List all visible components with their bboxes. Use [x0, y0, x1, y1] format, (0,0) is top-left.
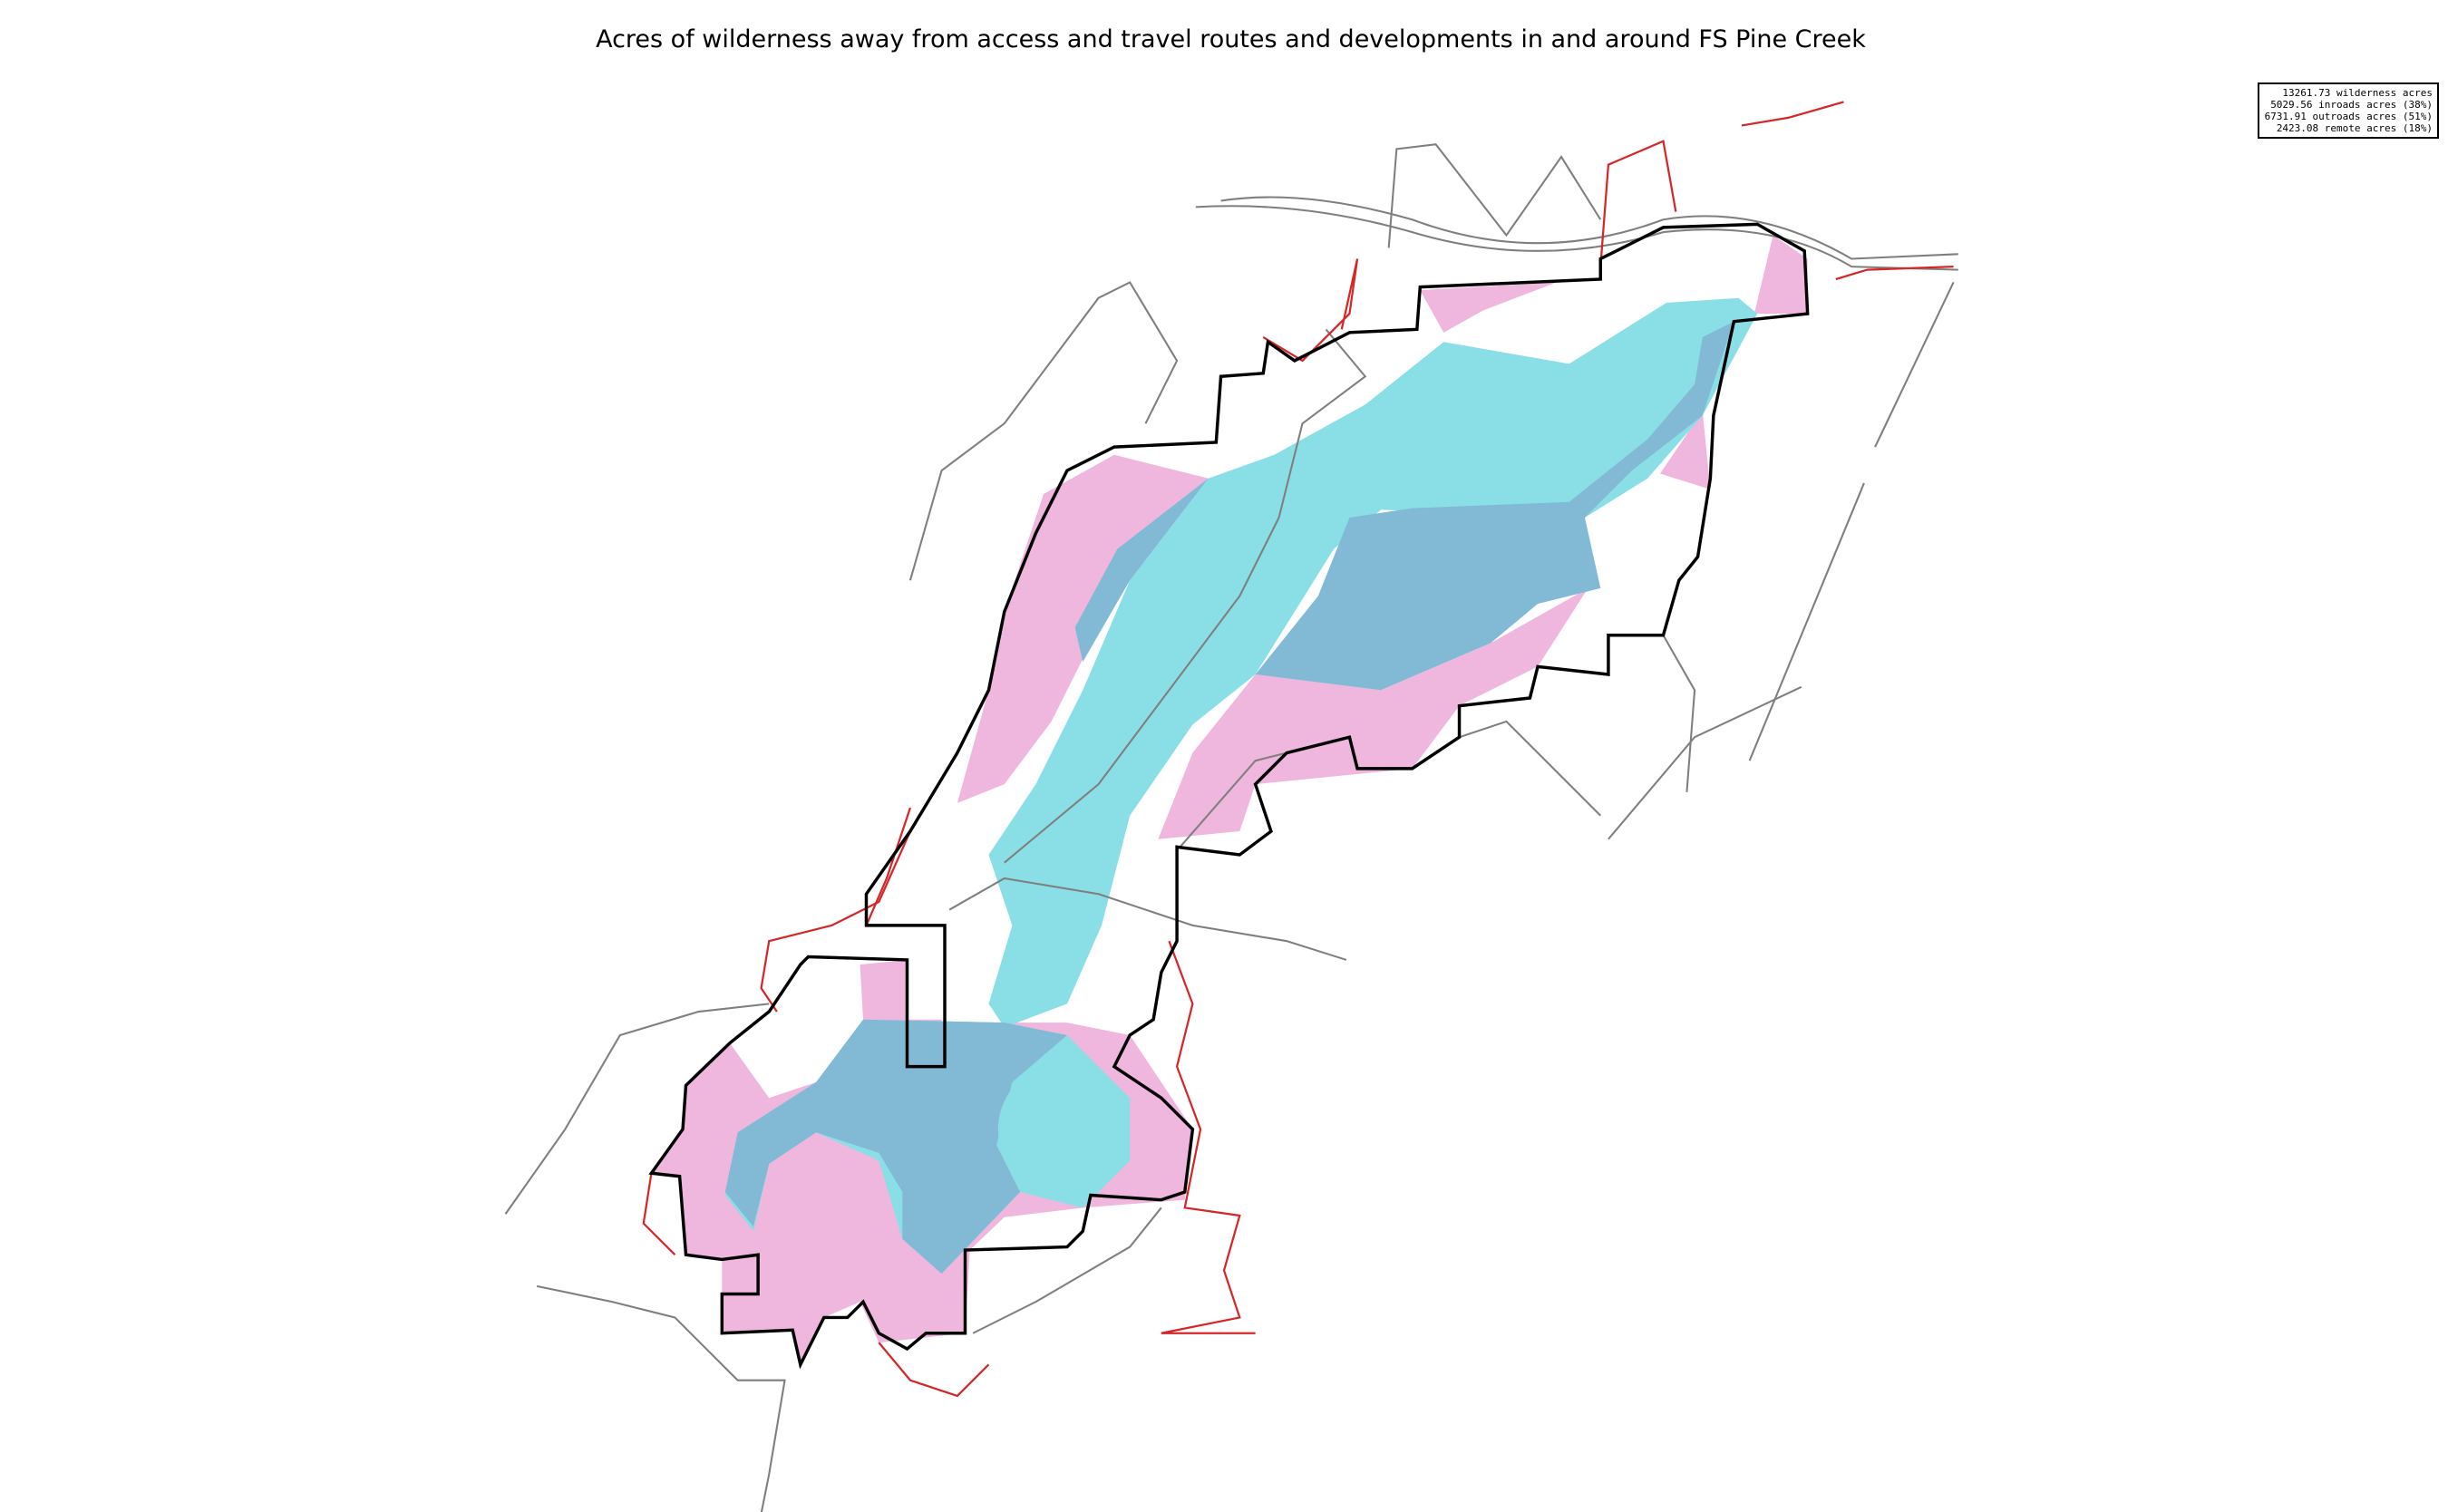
wilderness-boundary: [648, 222, 1810, 1370]
legend-inroads-acres: 5029.56 inroads acres (38%): [2270, 99, 2433, 111]
roads: [504, 143, 1958, 1512]
legend-wilderness-acres: 13261.73 wilderness acres: [2282, 87, 2433, 99]
legend-outroads-acres: 6731.91 outroads acres (51%): [2264, 111, 2433, 122]
map-title: Acres of wilderness away from access and…: [596, 25, 1866, 53]
remote-areas: [724, 321, 1734, 1274]
legend-remote-acres: 2423.08 remote acres (18%): [2276, 122, 2433, 134]
acreage-legend: 13261.73 wilderness acres 5029.56 inroad…: [2258, 82, 2439, 139]
